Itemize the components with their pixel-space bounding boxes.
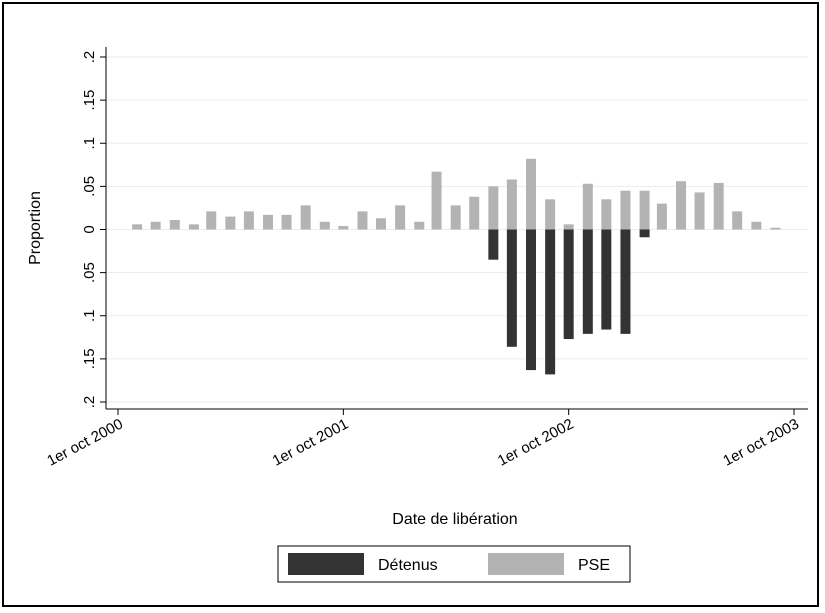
bar-pse [676, 181, 687, 230]
bar-pse [206, 211, 217, 230]
bar-pse [506, 179, 517, 230]
y-axis-title: Proportion [27, 191, 44, 265]
bar-pse [150, 221, 161, 230]
x-tick-label: 1er oct 2000 [44, 416, 126, 470]
x-tick-label: 1er oct 2001 [270, 416, 352, 470]
legend-label-pse: PSE [578, 557, 610, 574]
bar-pse [751, 221, 762, 230]
bar-pse [639, 190, 650, 230]
bar-pse [300, 205, 311, 230]
bar-detenus [488, 229, 499, 260]
y-tick-label: .15 [81, 348, 98, 369]
bar-pse [395, 205, 406, 230]
bar-detenus [601, 229, 612, 330]
bar-pse [545, 199, 556, 230]
y-axis: .2 .15 .1 .05 0 .05 .1 .15 .2 [81, 47, 107, 409]
bar-detenus [563, 229, 574, 340]
x-tick-label: 1er oct 2002 [495, 416, 577, 470]
bar-pse [732, 211, 743, 230]
bar-pse [656, 203, 667, 230]
legend: Détenus PSE [277, 545, 631, 583]
bar-pse [450, 205, 461, 230]
bar-pse [357, 211, 368, 230]
y-tick-label: .2 [81, 396, 98, 409]
bar-pse [526, 158, 537, 230]
bar-pse [188, 224, 199, 230]
bar-pse [694, 192, 705, 230]
legend-swatch-detenus [288, 553, 364, 575]
bar-pse [243, 211, 254, 230]
y-tick-label: .05 [81, 176, 98, 197]
bar-detenus [526, 229, 537, 371]
bar-detenus [582, 229, 593, 334]
bar-pse [225, 216, 236, 230]
bar-pse [582, 183, 593, 230]
bar-detenus [639, 229, 650, 238]
bar-pse [132, 224, 143, 230]
bar-pse [770, 227, 781, 230]
bar-pse [169, 220, 180, 230]
legend-label-detenus: Détenus [378, 557, 438, 574]
bar-pse [338, 226, 349, 230]
x-axis-title: Date de libération [392, 511, 517, 528]
y-tick-label: .1 [81, 309, 98, 322]
bar-pse [713, 182, 724, 230]
gridlines [106, 56, 808, 403]
bars [132, 158, 781, 375]
bar-pse [601, 199, 612, 230]
y-tick-label: .2 [81, 51, 98, 64]
bar-pse [281, 214, 292, 230]
y-tick-label: .15 [81, 90, 98, 111]
bar-pse [431, 171, 442, 230]
bar-pse [488, 186, 499, 230]
x-axis: 1er oct 2000 1er oct 2001 1er oct 2002 1er … [44, 408, 808, 470]
x-tick-label: 1er oct 2003 [720, 416, 802, 470]
bar-detenus [506, 229, 517, 347]
bar-pse [414, 221, 425, 230]
y-tick-label: .05 [81, 262, 98, 283]
y-tick-label: .1 [81, 137, 98, 150]
bar-pse [620, 190, 631, 230]
bar-pse [375, 218, 386, 230]
bar-detenus [620, 229, 631, 334]
bar-pse [319, 221, 330, 230]
y-tick-label: 0 [81, 225, 98, 233]
bar-pse [563, 224, 574, 230]
bar-pse [263, 214, 274, 230]
bar-detenus [545, 229, 556, 375]
chart-frame [2, 2, 819, 607]
bar-pse [469, 196, 480, 230]
legend-swatch-pse [488, 553, 564, 575]
